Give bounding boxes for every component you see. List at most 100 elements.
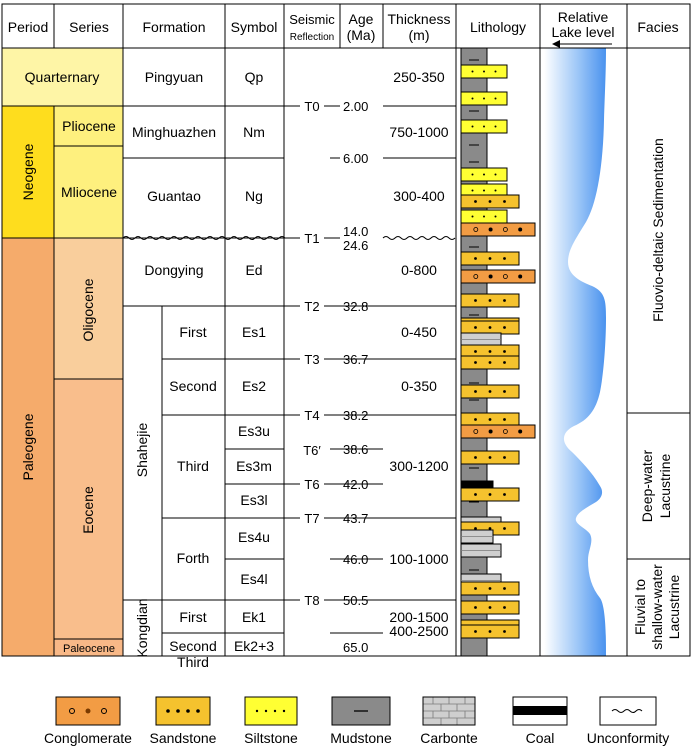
header-thickness-2: (m)	[409, 27, 430, 43]
seismic-t3: T3	[304, 352, 319, 367]
period-quarternary-cell	[1, 47, 124, 107]
sandstone-bed-grain	[488, 390, 492, 393]
symbol-es1: Es1	[242, 324, 266, 340]
legend-siltstone-label: Siltstone	[244, 730, 298, 746]
formation-guantao: Guantao	[147, 188, 201, 204]
header-period: Period	[8, 19, 48, 35]
seismic-column: T0 T1 T2 T3 T4 T6′ T6 T7 T8	[303, 99, 321, 608]
conglomerate-bed-grain	[473, 429, 479, 434]
siltstone-bed-grain	[483, 173, 485, 176]
legend-unconformity-label: Unconformity	[587, 730, 669, 746]
formation-pingyuan: Pingyuan	[145, 69, 203, 85]
age-column: 2.00 6.00 14.0 24.6 32.8 36.7 38.2 38.6 …	[343, 99, 368, 655]
thickness-qp: 250-350	[393, 69, 445, 85]
series-miocene-cell	[53, 145, 124, 239]
sandstone-bed-grain	[503, 326, 506, 329]
siltstone-bed-grain	[494, 70, 497, 73]
series-eocene-label: Eocene	[80, 486, 96, 534]
sandstone-bed-grain	[503, 361, 506, 364]
legend-sandstone-label: Sandstone	[150, 730, 217, 746]
sandstone-bed-grain	[474, 527, 477, 530]
siltstone-bed-grain	[471, 215, 474, 218]
age-36-7: 36.7	[343, 352, 368, 367]
siltstone-bed-grain	[483, 97, 485, 100]
sandstone-bed-grain	[503, 630, 506, 633]
sandstone-bed-grain	[488, 326, 492, 329]
sandstone-bed-grain	[474, 493, 477, 496]
conglomerate-bed-grain	[488, 274, 493, 279]
lithology-column	[460, 47, 536, 657]
siltstone-bed-grain	[483, 189, 485, 192]
period-column: Quarternary Neogene Paleogene	[1, 47, 124, 657]
header-lake-2: Lake level	[551, 24, 614, 40]
formation-kongdian: Kongdian	[134, 598, 150, 657]
horizon-lines	[123, 105, 456, 634]
symbol-es4u: Es4u	[238, 529, 270, 545]
sandstone-bed-grain	[488, 493, 492, 496]
series-pliocene-label: Pliocene	[62, 118, 116, 134]
age-24-6: 24.6	[343, 238, 368, 253]
legend-coal-label: Coal	[526, 730, 555, 746]
header-age-2: (Ma)	[347, 27, 376, 43]
thickness-column: 250-350 750-1000 300-400 0-800 0-450 0-3…	[389, 69, 448, 639]
age-43-7: 43.7	[343, 511, 368, 526]
sandstone-bed-grain	[474, 299, 477, 302]
sandstone-bed-grain	[474, 418, 477, 421]
period-quarternary-label: Quarternary	[25, 69, 100, 85]
conglomerate-bed-grain	[502, 429, 508, 434]
symbol-column: Qp Nm Ng Ed Es1 Es2 Es3u Es3m Es3l Es4u …	[234, 69, 274, 654]
shahejie-forth: Forth	[177, 550, 210, 566]
symbol-es2: Es2	[242, 378, 266, 394]
sandstone-bed-grain	[503, 606, 506, 609]
siltstone-bed-grain	[494, 189, 497, 192]
conglomerate-bed-grain	[518, 227, 523, 232]
conglomerate-bed-grain	[518, 429, 523, 434]
facies-fluvial-line2: shallow-water	[649, 564, 665, 650]
sandstone-bed-grain	[474, 257, 477, 260]
header-facies: Facies	[637, 19, 678, 35]
age-14-0: 14.0	[343, 224, 368, 239]
shahejie-third: Third	[177, 458, 209, 474]
thickness-es2: 0-350	[401, 378, 437, 394]
sandstone-bed-grain	[474, 630, 477, 633]
siltstone-bed-grain	[471, 189, 474, 192]
sandstone-bed-grain	[503, 299, 506, 302]
sandstone-bed-grain	[503, 390, 506, 393]
conglomerate-bed-grain	[502, 227, 508, 232]
sandstone-bed-grain	[474, 361, 477, 364]
age-2-00: 2.00	[343, 99, 368, 114]
siltstone-bed-grain	[494, 97, 497, 100]
symbol-qp: Qp	[245, 69, 264, 85]
seismic-t6prime: T6′	[303, 443, 321, 458]
sandstone-bed-grain	[488, 456, 492, 459]
sandstone-bed-grain	[474, 326, 477, 329]
siltstone-bed-grain	[471, 173, 474, 176]
facies-column: Fluovio-deltaic Sedimentation Deep-water…	[632, 138, 682, 650]
facies-fluvio-deltaic: Fluovio-deltaic Sedimentation	[650, 138, 666, 322]
age-6-00: 6.00	[343, 151, 368, 166]
formation-minghuazhen: Minghuazhen	[132, 124, 216, 140]
siltstone-bed-grain	[471, 70, 474, 73]
period-paleogene-label: Paleogene	[20, 413, 36, 480]
lake-level-curve	[544, 48, 606, 656]
period-paleogene-cell	[1, 237, 55, 657]
seismic-t4: T4	[304, 408, 319, 423]
sandstone-bed-grain	[503, 456, 506, 459]
header-seismic-2: Reflection	[290, 32, 334, 43]
sandstone-bed-grain	[474, 456, 477, 459]
symbol-es3u: Es3u	[238, 423, 270, 439]
header-symbol: Symbol	[231, 19, 278, 35]
age-50-5: 50.5	[343, 593, 368, 608]
thickness-es1: 0-450	[401, 324, 437, 340]
sandstone-bed-grain	[474, 350, 477, 353]
sandstone-bed-grain	[488, 350, 492, 353]
sandstone-bed-grain	[503, 493, 506, 496]
conglomerate-bed-grain	[473, 274, 479, 279]
header-seismic-1: Seismic	[289, 12, 335, 27]
sandstone-bed-grain	[474, 390, 477, 393]
header-row: Period Series Formation Symbol Seismic R…	[8, 9, 679, 48]
kongdian-third: Third	[177, 654, 209, 670]
siltstone-bed-grain	[494, 215, 497, 218]
facies-fluvial-line3: Lacustrine	[666, 574, 682, 639]
symbol-ed: Ed	[245, 262, 262, 278]
